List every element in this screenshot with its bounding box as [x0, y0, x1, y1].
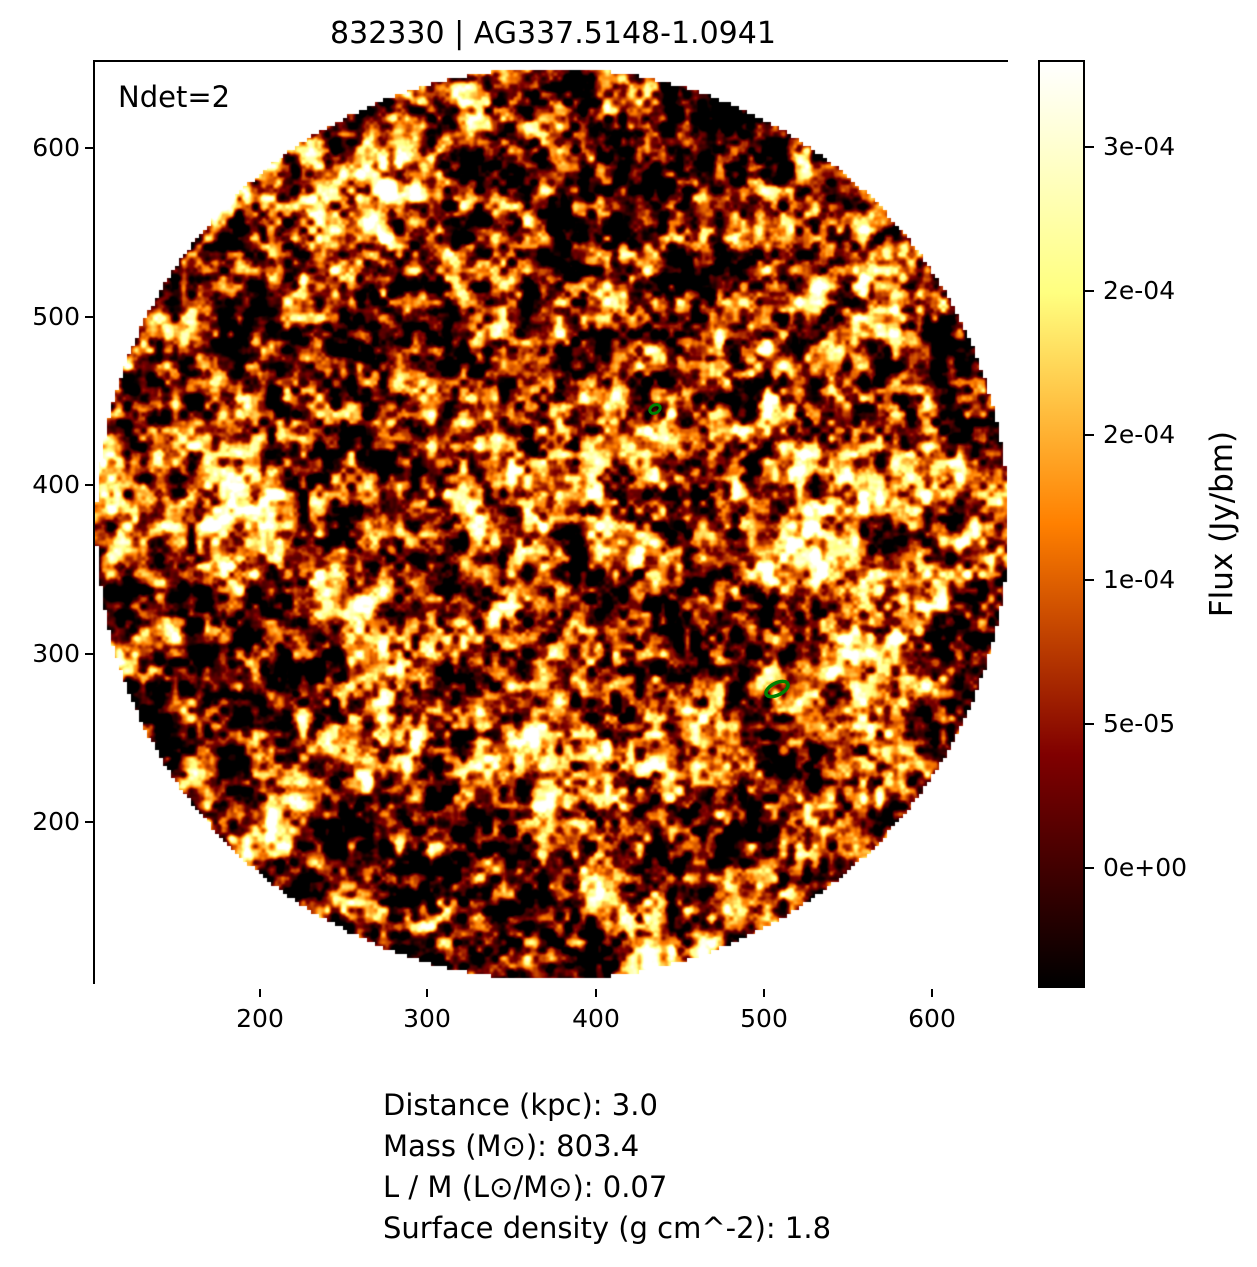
colorbar-tick-mark	[1085, 867, 1094, 869]
colorbar-tick-mark	[1085, 146, 1094, 148]
stat-mass: Mass (M⊙): 803.4	[383, 1129, 640, 1163]
detection-marker-2	[764, 679, 790, 699]
flux-map-axes: Ndet=2	[93, 60, 1010, 986]
y-tick-mark	[85, 484, 93, 486]
x-tick-label: 600	[908, 1004, 956, 1033]
plot-title: 832330 | AG337.5148-1.0941	[330, 16, 776, 51]
y-tick-mark	[85, 653, 93, 655]
x-tick-mark	[763, 989, 765, 997]
colorbar-tick-label: 3e-04	[1103, 132, 1176, 161]
ndet-annotation: Ndet=2	[118, 80, 231, 114]
x-tick-mark	[931, 989, 933, 997]
colorbar	[1038, 60, 1085, 988]
colorbar-tick-label: 5e-05	[1103, 709, 1176, 738]
y-tick-label: 300	[32, 639, 80, 668]
x-tick-label: 400	[572, 1004, 620, 1033]
stat-surface-density: Surface density (g cm^-2): 1.8	[383, 1211, 832, 1245]
x-tick-mark	[426, 989, 428, 997]
colorbar-tick-mark	[1085, 579, 1094, 581]
colorbar-tick-label: 2e-04	[1103, 420, 1176, 449]
detection-overlay	[648, 403, 790, 699]
x-tick-label: 200	[236, 1004, 284, 1033]
y-tick-label: 400	[32, 470, 80, 499]
colorbar-tick-mark	[1085, 290, 1094, 292]
x-tick-mark	[595, 989, 597, 997]
x-tick-mark	[259, 989, 261, 997]
colorbar-tick-label: 2e-04	[1103, 276, 1176, 305]
y-tick-label: 500	[32, 302, 80, 331]
colorbar-tick-label: 0e+00	[1103, 853, 1188, 882]
colorbar-tick-mark	[1085, 434, 1094, 436]
detection-marker-1	[648, 403, 662, 415]
stat-l-over-m: L / M (L⊙/M⊙): 0.07	[383, 1170, 668, 1204]
y-tick-mark	[85, 316, 93, 318]
x-tick-label: 500	[740, 1004, 788, 1033]
y-tick-label: 600	[32, 133, 80, 162]
x-tick-label: 300	[403, 1004, 451, 1033]
y-tick-mark	[85, 147, 93, 149]
stat-distance: Distance (kpc): 3.0	[383, 1088, 658, 1122]
stats-block: Distance (kpc): 3.0 Mass (M⊙): 803.4 L /…	[383, 1085, 831, 1249]
flux-map-image	[95, 62, 1010, 986]
colorbar-tick-mark	[1085, 723, 1094, 725]
y-tick-label: 200	[32, 807, 80, 836]
colorbar-axis-label: Flux (Jy/bm)	[1204, 430, 1240, 618]
colorbar-tick-label: 1e-04	[1103, 565, 1176, 594]
y-tick-mark	[85, 821, 93, 823]
